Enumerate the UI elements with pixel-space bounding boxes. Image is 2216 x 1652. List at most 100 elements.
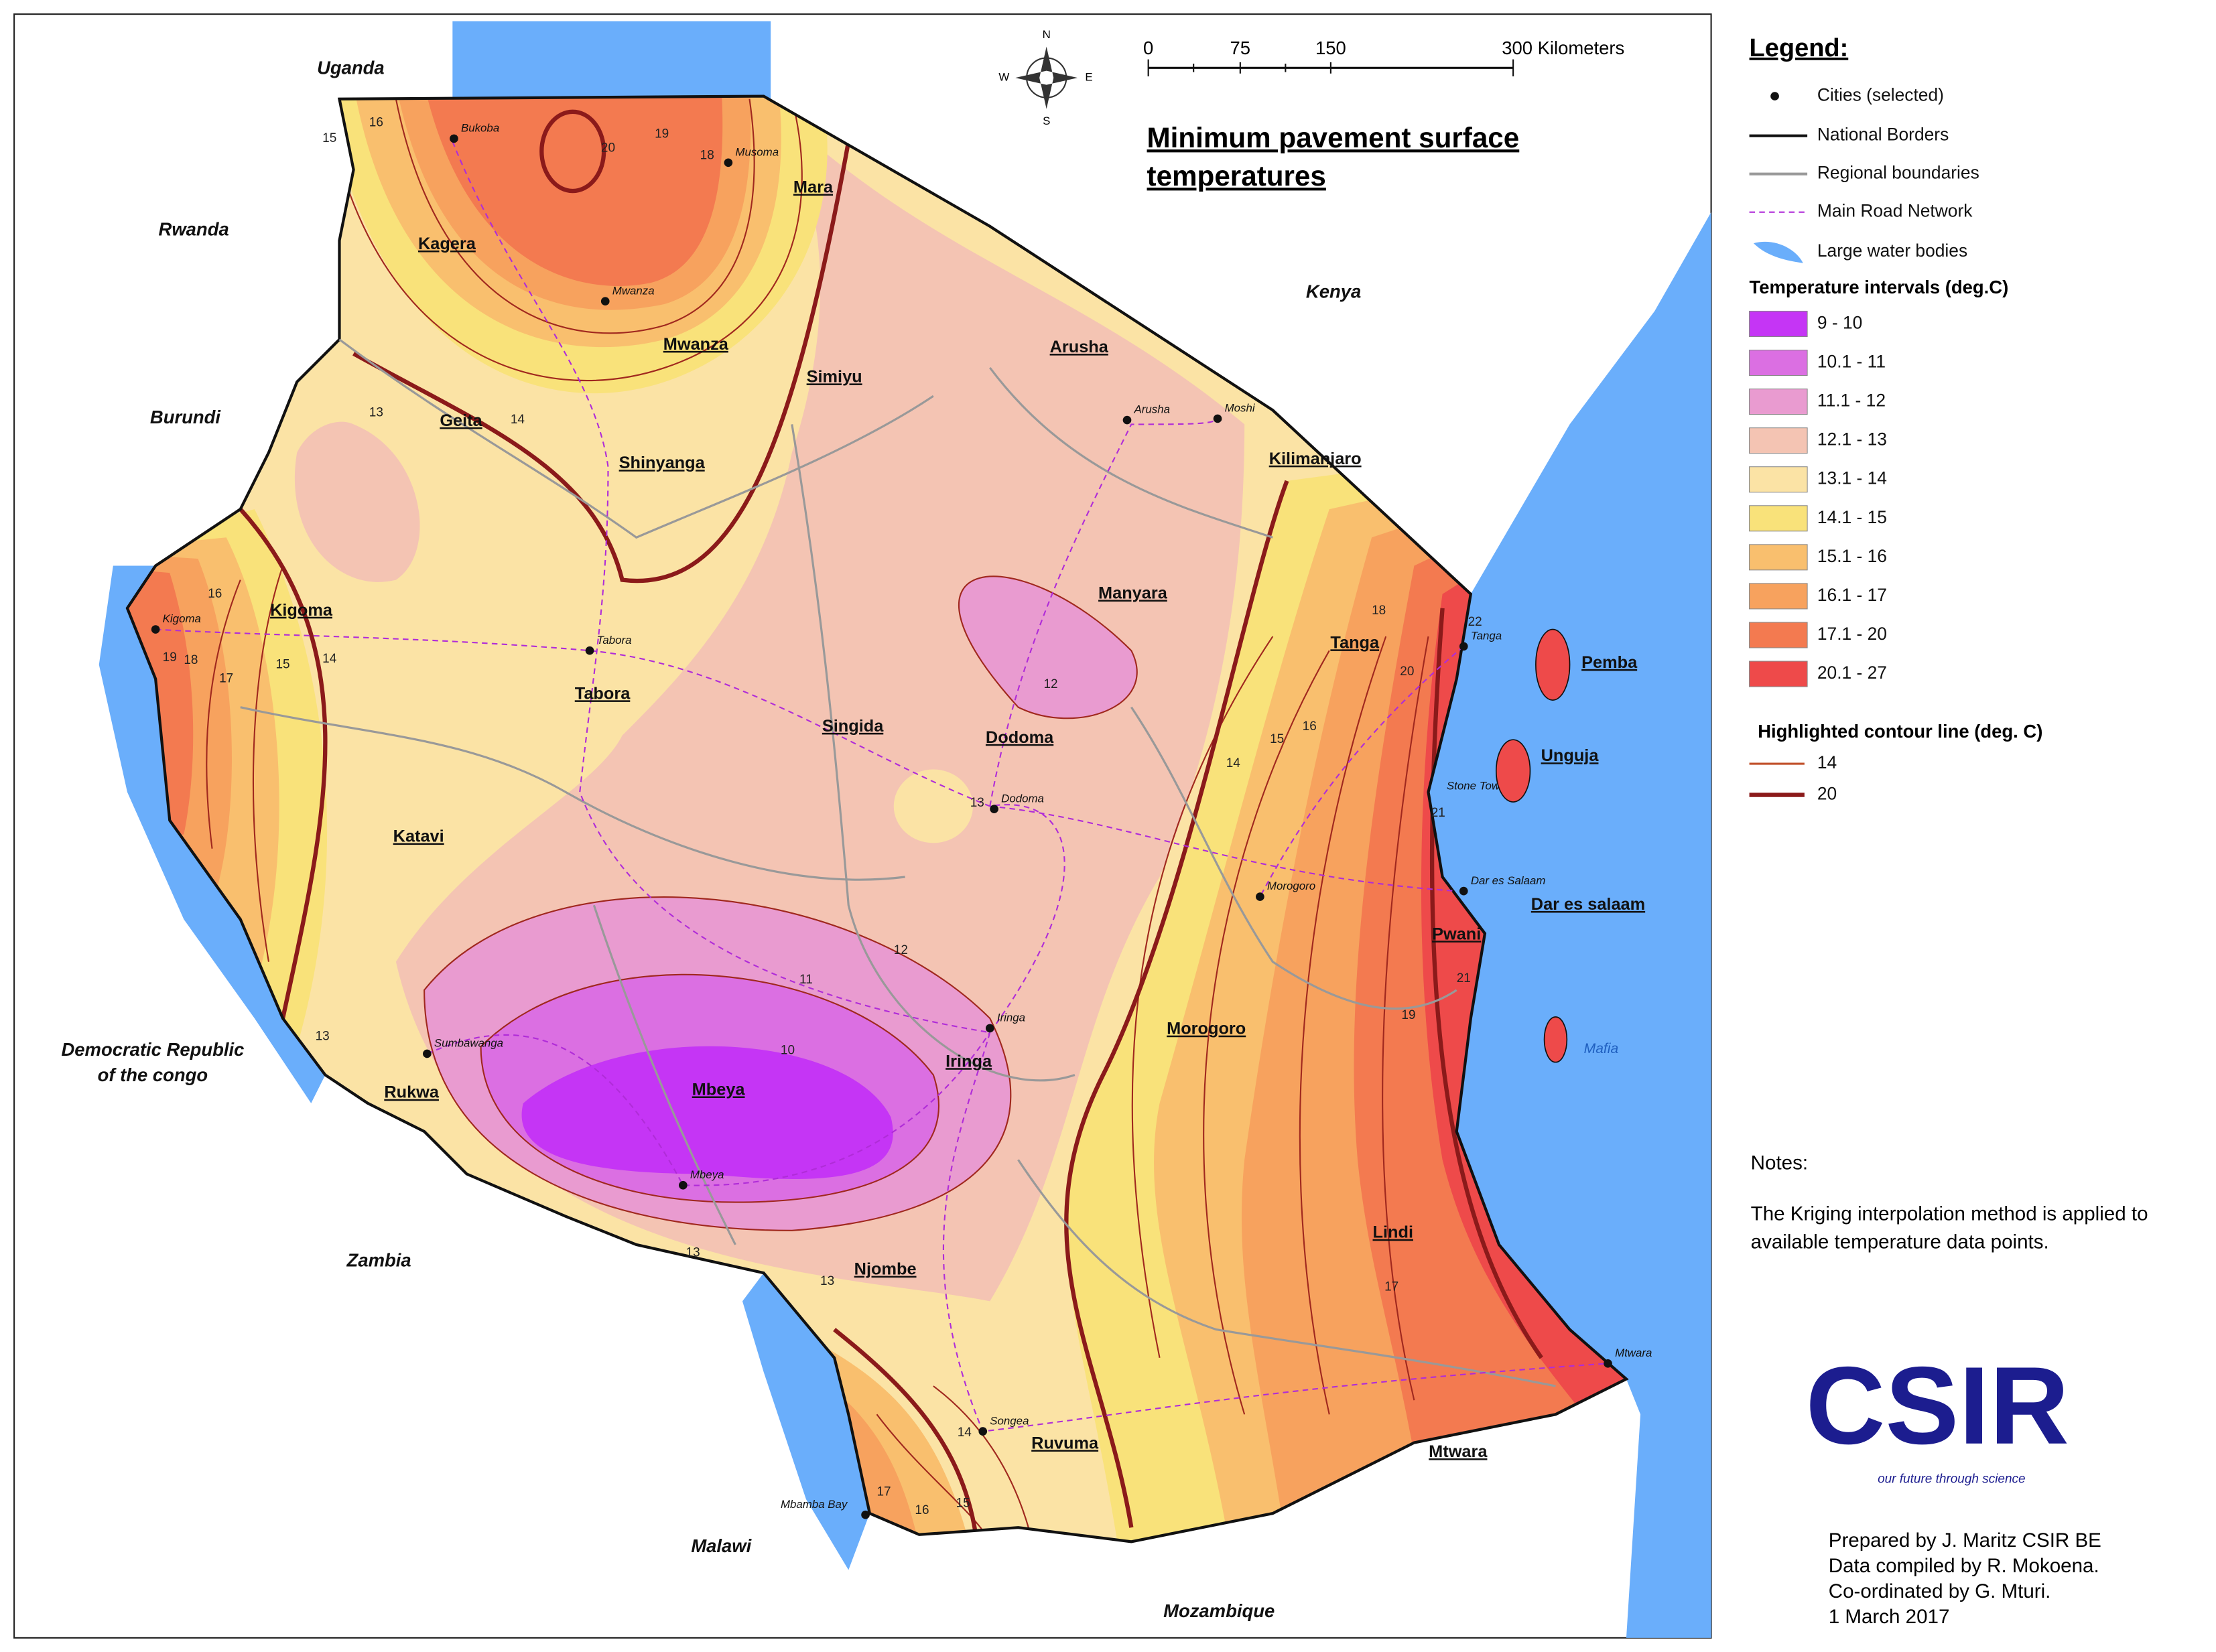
regional-boundaries <box>240 338 1556 1387</box>
city-label: Mbeya <box>690 1168 724 1181</box>
legend-interval-label: 13.1 - 14 <box>1817 468 1887 488</box>
legend-interval-label: 9 - 10 <box>1817 312 1862 332</box>
legend-swatch <box>1749 350 1808 376</box>
contour-label: 15 <box>1270 732 1284 746</box>
city-label: Mwanza <box>612 284 655 297</box>
legend-swatch <box>1749 505 1808 532</box>
legend-intervals-title: Temperature intervals (deg.C) <box>1750 277 2009 297</box>
city-dot <box>985 1024 994 1033</box>
contour-label: 18 <box>184 653 198 667</box>
city-label: Dar es Salaam <box>1471 874 1546 887</box>
city-dot <box>1256 892 1264 901</box>
region-label: Katavi <box>393 827 444 846</box>
city-label: Tabora <box>597 634 632 646</box>
legend-swatch <box>1749 622 1808 648</box>
contour-label: 10 <box>781 1044 795 1058</box>
legend-swatch <box>1749 427 1808 454</box>
region-label: Unguja <box>1541 746 1600 765</box>
region-label: Geita <box>440 411 482 430</box>
country-label: Mozambique <box>1163 1600 1275 1621</box>
credit-line: Prepared by J. Maritz CSIR BE <box>1829 1529 2101 1552</box>
notes-title: Notes: <box>1751 1152 1808 1174</box>
compass-s: S <box>1043 115 1050 127</box>
contour-label: 14 <box>511 413 525 427</box>
city-label: Musoma <box>735 145 779 158</box>
contour-label: 16 <box>1303 719 1317 734</box>
city-dot <box>585 646 594 655</box>
legend-interval-label: 16.1 - 17 <box>1817 585 1887 605</box>
contour-label: 19 <box>1401 1008 1415 1022</box>
contour-label: 15 <box>322 131 336 145</box>
region-label: Iringa <box>946 1052 992 1071</box>
city-dot <box>978 1427 988 1436</box>
logo-name: CSIR <box>1806 1344 2069 1467</box>
contour-label: 20 <box>1400 665 1414 679</box>
legend-interval-label: 17.1 - 20 <box>1817 624 1887 644</box>
region-label: Rukwa <box>384 1083 440 1102</box>
city-label: Mbamba Bay <box>781 1498 848 1511</box>
city-label: Arusha <box>1134 403 1170 416</box>
contour-label: 14 <box>322 652 336 666</box>
credit-line: Data compiled by R. Mokoena. <box>1829 1555 2099 1577</box>
contour-label: 21 <box>1431 806 1445 820</box>
city-label: Kigoma <box>163 612 201 625</box>
temperature-zone <box>958 576 1137 719</box>
contour-label: 21 <box>1457 971 1471 985</box>
city-dot <box>678 1180 688 1190</box>
credit-line: Co-ordinated by G. Mturi. <box>1829 1580 2051 1602</box>
city-label: Morogoro <box>1267 880 1315 892</box>
country-label: Zambia <box>346 1250 411 1271</box>
region-label: Arusha <box>1050 338 1109 356</box>
region-label: Lindi <box>1373 1223 1413 1242</box>
city-dot <box>450 134 458 143</box>
legend-title: Legend: <box>1750 34 1849 62</box>
region-label: Dar es salaam <box>1531 895 1645 914</box>
legend-contour-label: 20 <box>1817 784 1837 804</box>
temperature-zone <box>521 1046 893 1179</box>
region-label: Mbeya <box>692 1080 746 1099</box>
city-label: Stone Town <box>1447 779 1506 792</box>
compass-w: W <box>998 71 1009 84</box>
city-dot <box>1213 414 1222 423</box>
city-dot <box>861 1510 870 1519</box>
contour-label: 17 <box>876 1485 891 1499</box>
legend-item: Main Road Network <box>1817 201 1973 221</box>
legend-item: Large water bodies <box>1817 240 1967 261</box>
legend: Legend: Temperature intervals (deg.C) Hi… <box>1749 34 2042 804</box>
legend-interval-label: 12.1 - 13 <box>1817 429 1887 450</box>
map-labels: Uganda Rwanda Kenya Burundi Democratic Repub… <box>61 58 1652 1621</box>
region-label: Pemba <box>1581 653 1638 672</box>
legend-swatch <box>1749 583 1808 610</box>
legend-contour-label: 14 <box>1817 752 1837 772</box>
road-network <box>155 141 1608 1432</box>
region-label: Morogoro <box>1167 1020 1246 1038</box>
island-label: Mafia <box>1584 1041 1619 1056</box>
city-dot <box>1604 1359 1612 1368</box>
country-label: Democratic Republic <box>61 1039 244 1060</box>
city-label: Bukoba <box>461 122 499 135</box>
temperature-zone <box>294 421 420 582</box>
city-dot <box>423 1049 432 1058</box>
city-dot <box>1122 415 1132 425</box>
city-dot <box>1459 642 1468 651</box>
contour-label: 16 <box>369 116 383 130</box>
scale-label: 300 Kilometers <box>1502 38 1624 58</box>
city-dot <box>600 297 610 306</box>
contour-label: 13 <box>686 1246 700 1260</box>
contour-label: 20 <box>601 141 615 155</box>
region-label: Ruvuma <box>1031 1434 1099 1452</box>
logo-tagline: our future through science <box>1878 1472 2026 1486</box>
legend-interval-label: 14.1 - 15 <box>1817 507 1887 527</box>
city-label: Dodoma <box>1001 792 1044 805</box>
contour-label: 13 <box>820 1274 834 1288</box>
legend-water-symbol <box>1753 241 1803 263</box>
country-label: Uganda <box>317 58 385 78</box>
region-label: Mara <box>793 178 834 196</box>
region-label: Njombe <box>854 1260 917 1279</box>
map-title: Minimum pavement surface <box>1147 122 1520 153</box>
region-label: Manyara <box>1098 583 1168 602</box>
contour-label: 13 <box>369 406 383 420</box>
city-dot <box>724 158 733 167</box>
legend-city-symbol <box>1770 92 1779 100</box>
scale-label: 0 <box>1143 38 1153 58</box>
